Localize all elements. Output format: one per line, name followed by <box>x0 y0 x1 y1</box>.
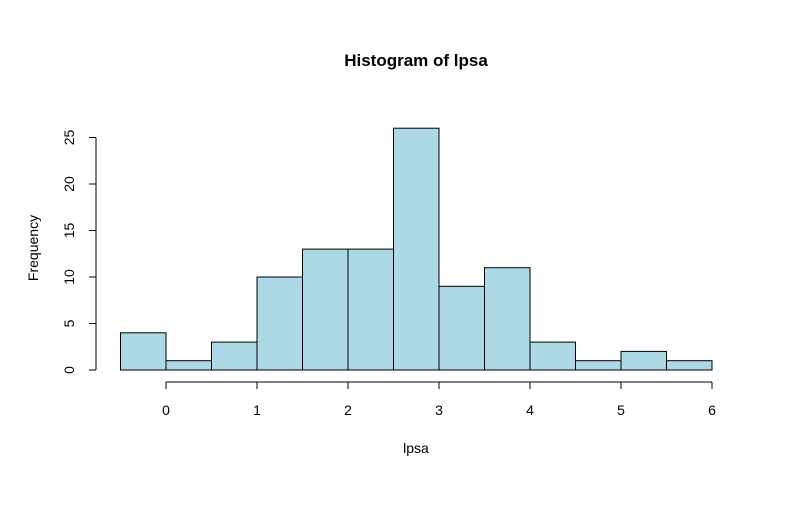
histogram-bar-2 <box>211 341 258 371</box>
x-tick-label: 4 <box>526 402 534 418</box>
x-tick-label: 6 <box>708 402 716 418</box>
x-tick-label: 1 <box>253 402 261 418</box>
x-tick-label: 3 <box>435 402 443 418</box>
y-tick-label: 15 <box>61 223 77 239</box>
histogram-bar-8 <box>484 267 531 371</box>
x-axis: 0 1 2 3 4 5 6 <box>162 381 716 418</box>
x-tick-label: 5 <box>617 402 625 418</box>
y-tick-label: 25 <box>61 130 77 146</box>
y-tick-label: 10 <box>61 269 77 285</box>
histogram-bar-10 <box>575 360 622 371</box>
histogram-bar-4 <box>302 248 349 371</box>
x-tick-label: 2 <box>344 402 352 418</box>
y-tick-label: 5 <box>61 319 77 327</box>
y-axis-label: Frequency <box>25 215 41 281</box>
histogram-bar-12 <box>666 360 713 371</box>
bars-group <box>120 127 713 371</box>
histogram-bar-5 <box>347 248 394 371</box>
y-tick-label: 20 <box>61 176 77 192</box>
histogram-bar-3 <box>256 276 303 371</box>
y-axis: 0 5 10 15 20 25 <box>61 130 97 374</box>
histogram-bar-1 <box>165 360 212 371</box>
histogram-bar-0 <box>120 332 167 371</box>
x-tick-label: 0 <box>162 402 170 418</box>
histogram-bar-6 <box>393 127 440 371</box>
y-tick-label: 0 <box>61 366 77 374</box>
histogram-bar-11 <box>620 350 667 371</box>
histogram-bar-9 <box>529 341 576 371</box>
x-axis-label: lpsa <box>403 440 429 456</box>
chart-title: Histogram of lpsa <box>344 51 488 70</box>
histogram-bar-7 <box>438 285 485 371</box>
